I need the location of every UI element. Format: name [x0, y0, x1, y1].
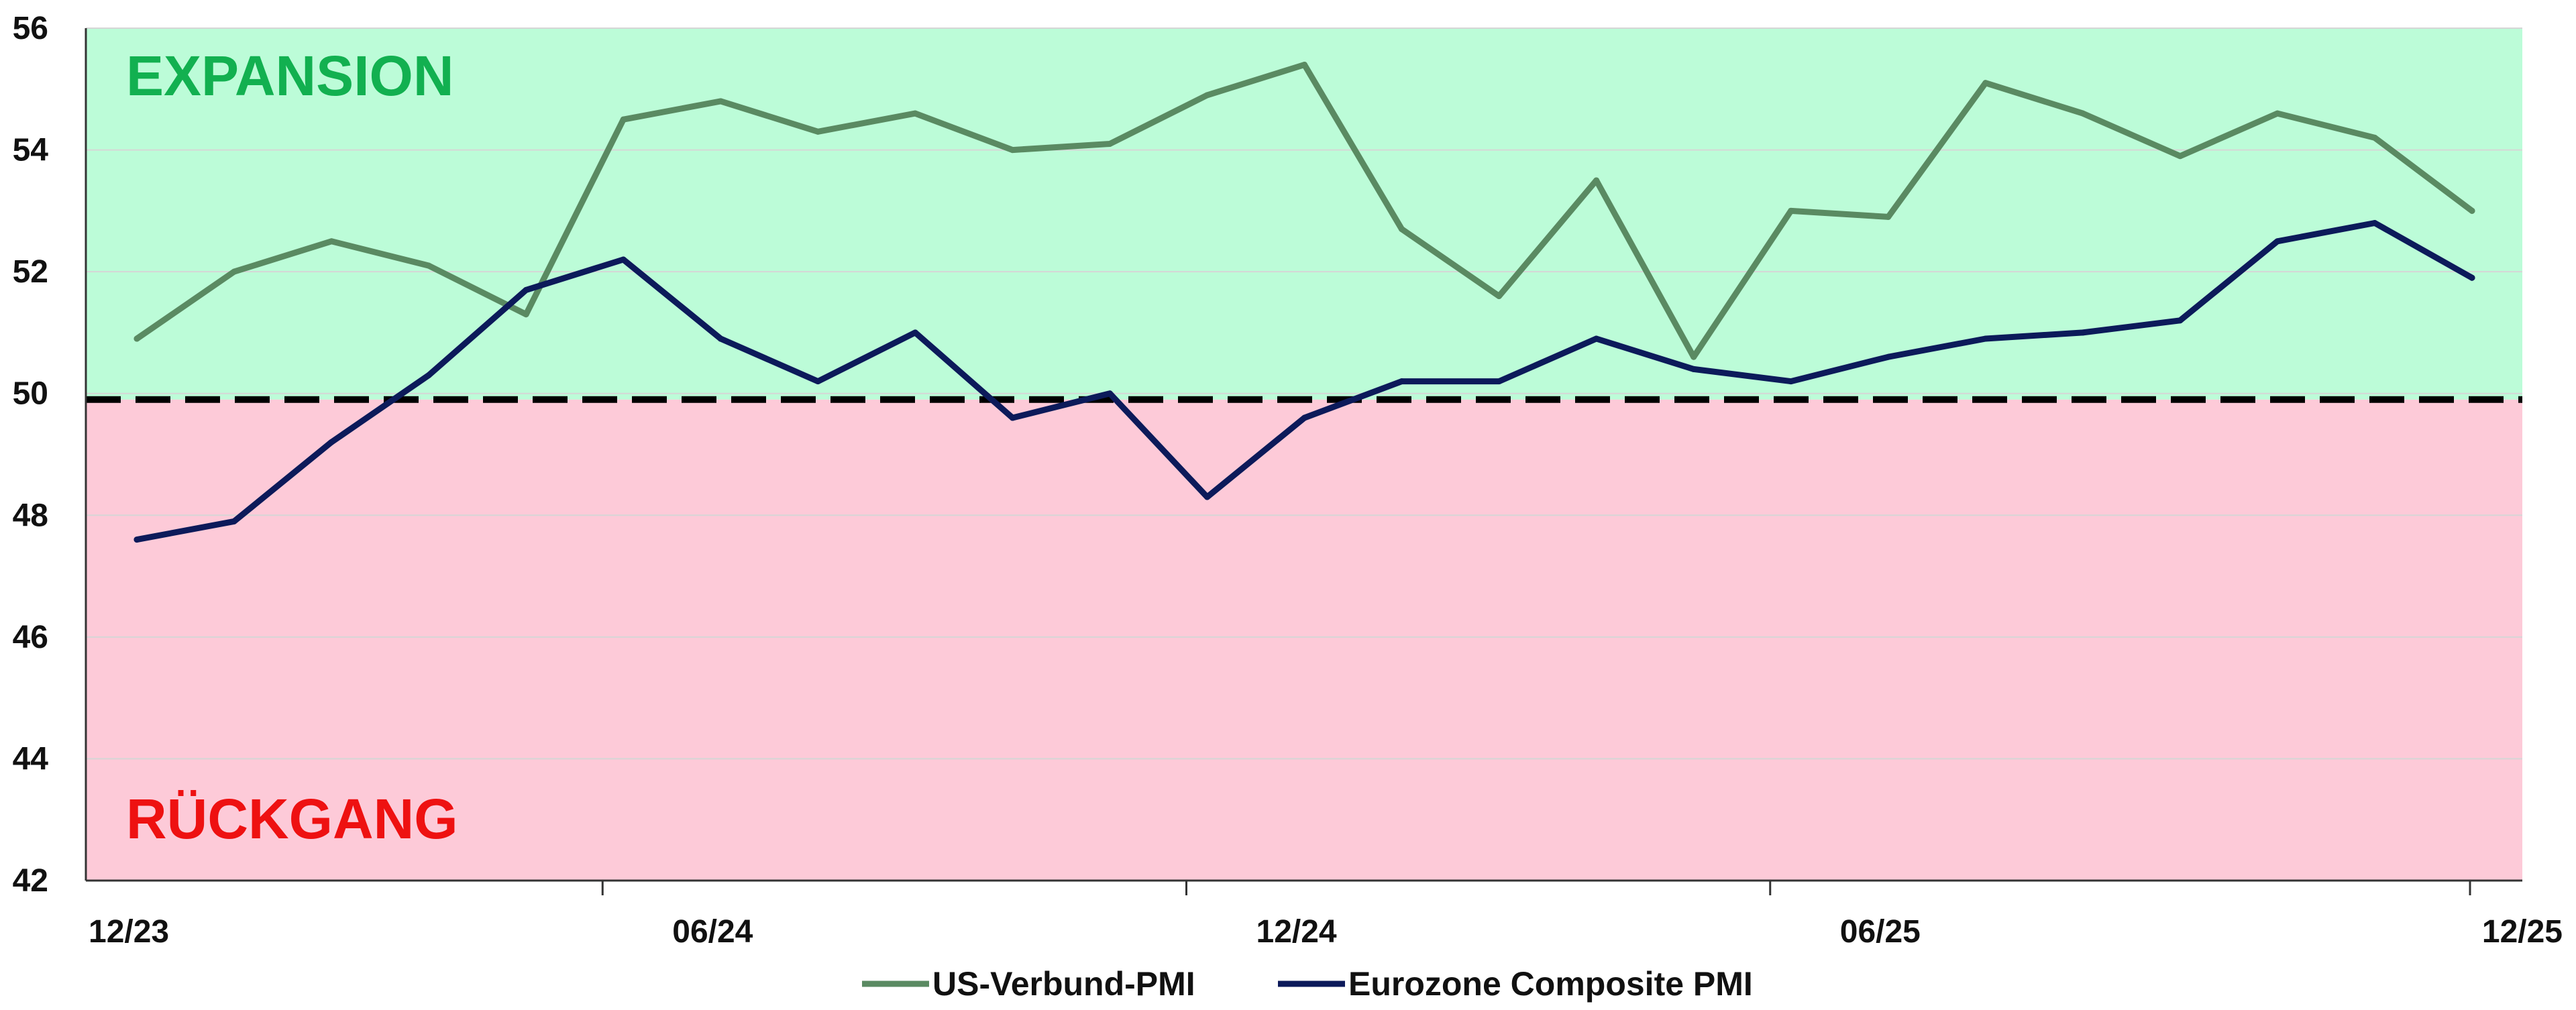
series-0-point-7 [814, 128, 821, 135]
legend-label-us: US-Verbund-PMI [932, 965, 1195, 1003]
labels-layer: EXPANSION RÜCKGANG [126, 44, 458, 850]
series-0-point-13 [1399, 226, 1405, 233]
axes: 42 44 46 48 50 52 54 56 12/23 06/24 12/24 06/25 12/2… [13, 11, 2563, 950]
series-0-point-2 [328, 238, 335, 245]
series-1-point-16 [1690, 366, 1697, 372]
x-tick-label-3: 06/25 [1840, 914, 1921, 950]
series-1-point-24 [2469, 274, 2475, 281]
zone-label-contraction: RÜCKGANG [126, 787, 458, 850]
y-tick-label-44: 44 [13, 741, 49, 777]
series-1-point-15 [1593, 335, 1600, 342]
series-0-point-16 [1690, 353, 1697, 360]
y-tick-label-46: 46 [13, 620, 48, 655]
series-1-point-11 [1203, 494, 1210, 500]
series-1-point-14 [1496, 378, 1503, 385]
series-0-point-23 [2371, 134, 2378, 141]
series-1-point-10 [1106, 390, 1113, 397]
gridlines [86, 27, 2522, 760]
series-0-point-14 [1496, 292, 1503, 299]
series-0-point-24 [2469, 207, 2475, 214]
series-0-point-3 [425, 262, 432, 269]
series-0-point-22 [2274, 110, 2281, 117]
series-0-point-4 [523, 311, 529, 318]
series-0-point-11 [1203, 92, 1210, 99]
y-tick-label-52: 52 [13, 254, 48, 290]
series-1-point-7 [814, 378, 821, 385]
zone-expansion [86, 28, 2522, 400]
series-0-point-9 [1009, 147, 1016, 154]
series-1-point-17 [1788, 378, 1794, 385]
series-0-point-6 [717, 98, 724, 105]
series-0-point-19 [1982, 80, 1989, 87]
x-tick-label-0: 12/23 [89, 914, 169, 950]
y-tick-label-56: 56 [13, 11, 48, 46]
series-1-point-4 [523, 286, 529, 293]
series-0-point-21 [2177, 153, 2184, 160]
series-1-point-12 [1301, 414, 1307, 421]
series-0-point-18 [1885, 213, 1892, 220]
zone-contraction [86, 399, 2522, 881]
series-1-point-21 [2177, 317, 2184, 324]
x-tick-label-2: 12/24 [1256, 914, 1337, 950]
series-0-point-8 [912, 110, 918, 117]
series-0-point-0 [133, 335, 140, 342]
series-0-point-10 [1106, 140, 1113, 147]
series-1-point-2 [328, 439, 335, 445]
series-1-point-5 [620, 256, 627, 263]
x-tick-label-1: 06/24 [672, 914, 753, 950]
series-0-point-5 [620, 116, 627, 123]
series-1-point-23 [2371, 220, 2378, 227]
series-1-point-8 [912, 329, 918, 336]
series-1-point-0 [133, 537, 140, 543]
series-1-point-20 [2080, 329, 2086, 336]
series-0-point-17 [1788, 207, 1794, 214]
x-tick-label-4: 12/25 [2482, 914, 2563, 950]
series-1-point-19 [1982, 335, 1989, 342]
series-1-point-3 [425, 372, 432, 378]
series-0-point-1 [231, 268, 237, 275]
legend-label-ez: Eurozone Composite PMI [1348, 965, 1753, 1003]
series-1-point-18 [1885, 353, 1892, 360]
series-1-point-9 [1009, 414, 1016, 421]
series-0-point-12 [1301, 61, 1307, 68]
series-1-point-1 [231, 518, 237, 524]
y-tick-label-42: 42 [13, 863, 48, 899]
series-0-point-15 [1593, 177, 1600, 184]
zone-label-expansion: EXPANSION [126, 44, 454, 107]
series-1-point-13 [1399, 378, 1405, 385]
series-0-point-20 [2080, 110, 2086, 117]
y-tick-label-54: 54 [13, 133, 49, 168]
y-tick-label-48: 48 [13, 498, 48, 533]
series-layer [133, 61, 2475, 543]
y-tick-label-50: 50 [13, 376, 48, 412]
legend: US-Verbund-PMI Eurozone Composite PMI [862, 965, 1753, 1003]
series-1-point-22 [2274, 238, 2281, 245]
series-1-point-6 [717, 335, 724, 342]
zones-layer [86, 28, 2522, 881]
